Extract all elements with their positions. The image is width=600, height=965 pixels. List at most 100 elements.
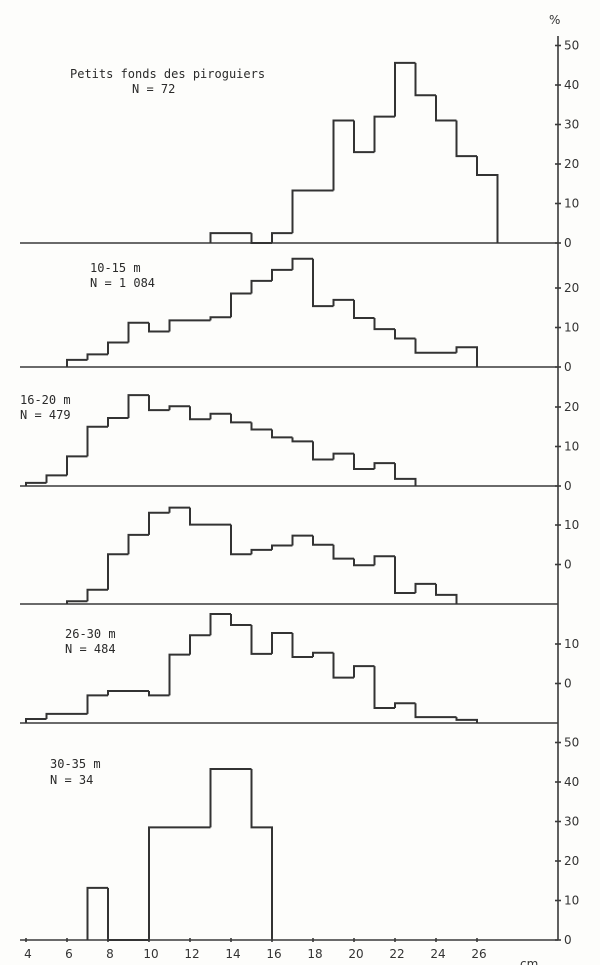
histogram-bar (373, 462, 395, 470)
y-tick-label: 40 (564, 78, 579, 92)
x-tick-label: 12 (184, 947, 199, 961)
x-tick-label: 14 (225, 947, 240, 961)
y-tick-label: 20 (564, 400, 579, 414)
histogram-bar (291, 437, 313, 443)
histogram-bar (107, 553, 129, 590)
histogram-bar (148, 395, 170, 412)
histogram-panel: 0 10 20 30 40 50 30-35 m N = 34 (20, 736, 579, 947)
histogram-bar (414, 338, 457, 354)
histogram-bar (189, 634, 211, 655)
y-tick-label: 50 (564, 39, 579, 53)
histogram-bar (209, 316, 231, 321)
histogram-bar (66, 600, 88, 604)
histogram-bar (435, 95, 457, 122)
histogram-bar (455, 717, 478, 723)
histogram-panel: 0 10 26-30 mN = 484 (20, 612, 579, 724)
histogram-bar (250, 625, 272, 655)
histogram-bar (291, 189, 334, 234)
histogram-bar (271, 631, 293, 654)
histogram-bar (250, 279, 272, 294)
histogram-bar (455, 346, 478, 367)
histogram-bar (394, 463, 417, 486)
histogram-bar (148, 826, 211, 940)
histogram-bar (353, 665, 375, 678)
histogram-bar (394, 702, 416, 708)
histogram-bar (66, 358, 88, 367)
panel-sample-size: N = 484 (65, 642, 116, 656)
histogram-bar (86, 588, 108, 602)
histogram-bar (230, 524, 252, 556)
histogram-bar (168, 653, 190, 696)
histogram-bar (332, 298, 354, 307)
histogram-bar (250, 768, 273, 940)
histogram-bar (86, 353, 108, 360)
histogram-bar (312, 258, 334, 308)
histogram-bar (230, 413, 252, 424)
histogram-bar (373, 555, 395, 566)
histogram-bar (107, 887, 149, 941)
histogram-bar (394, 329, 416, 340)
histogram-bar (66, 455, 88, 476)
histogram-bar (189, 507, 231, 526)
y-tick-label: 10 (564, 894, 579, 908)
histogram-bar (209, 612, 231, 636)
histogram-bar (353, 299, 375, 320)
histogram-bar (271, 429, 293, 439)
histogram-bar (435, 583, 458, 604)
histogram-panel: 0 10 20 30 40 50 Petits fonds des piroguiersN … (20, 39, 579, 250)
y-tick-label: 30 (564, 118, 579, 132)
histogram-bar (373, 666, 395, 709)
y-unit-label: % (549, 13, 560, 27)
histogram-bar (353, 453, 375, 471)
y-tick-label: 10 (564, 518, 579, 532)
histogram-bar (394, 556, 416, 594)
panel-sample-size: N = 1 084 (90, 276, 155, 290)
y-tick-label: 20 (564, 281, 579, 295)
histogram-bar (148, 691, 170, 697)
histogram-bar (168, 319, 211, 332)
histogram-bar (332, 544, 354, 560)
panel-sample-size: N = 34 (50, 773, 93, 787)
x-tick-label: 10 (143, 947, 158, 961)
histogram-bar (230, 292, 252, 318)
histogram-bar (127, 321, 149, 343)
histogram-bar (168, 405, 190, 411)
histogram-bar (291, 534, 313, 546)
histogram-bar (25, 481, 47, 486)
histogram-bar (373, 318, 395, 331)
y-tick-label: 40 (564, 775, 579, 789)
histogram-bar (86, 886, 108, 940)
histogram-panel: 0 10 20 10-15 mN = 1 084 (20, 257, 579, 374)
histogram-bar (107, 690, 149, 696)
histogram-bar (312, 441, 334, 461)
histogram-bar (127, 394, 149, 419)
y-tick-label: 10 (564, 321, 579, 335)
y-tick-label: 20 (564, 854, 579, 868)
histogram-bar (148, 511, 170, 535)
y-tick-label: 10 (564, 440, 579, 454)
histogram-bar (271, 232, 293, 243)
y-tick-label: 0 (564, 360, 572, 374)
histogram-bar (291, 257, 313, 270)
histogram-bar (271, 544, 293, 550)
histogram-bar (353, 558, 375, 567)
histogram-bar (86, 694, 108, 714)
histogram-bar (373, 115, 395, 153)
x-tick-label: 6 (65, 947, 73, 961)
panel-title: 10-15 m (90, 261, 141, 275)
y-tick-label: 0 (564, 677, 572, 691)
histogram-bar (209, 767, 252, 828)
x-tick-label: 18 (307, 947, 322, 961)
histogram-bar (148, 322, 170, 333)
histogram-bar (230, 613, 252, 627)
panel-sample-size: N = 479 (20, 408, 71, 422)
y-tick-label: 0 (564, 933, 572, 947)
histogram-bar (189, 406, 211, 421)
histogram-bar (414, 62, 436, 97)
histogram-panel: 0 10 (20, 506, 579, 605)
panel-title: 30-35 m (50, 757, 101, 771)
x-tick-label: 26 (471, 947, 486, 961)
y-tick-label: 0 (564, 479, 572, 493)
y-tick-label: 0 (564, 558, 572, 572)
